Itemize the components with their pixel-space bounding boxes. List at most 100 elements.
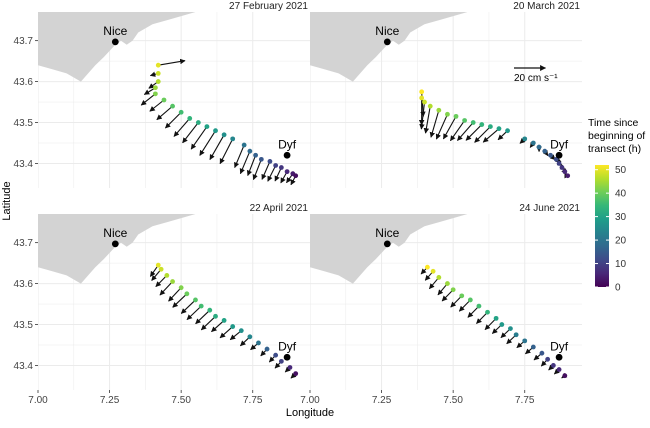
colorbar-tick-label: 0	[615, 283, 621, 294]
transect-point	[256, 340, 261, 346]
panel: Nice Dyf 27 February 2021	[38, 1, 310, 188]
transect-point	[508, 326, 513, 332]
velocity-arrow	[467, 305, 480, 318]
y-tick-label: 43.7	[14, 238, 34, 249]
transect-point	[207, 307, 213, 313]
colorbar-tick-label: 30	[615, 212, 627, 223]
transect-point	[419, 89, 425, 95]
velocity-arrow	[155, 275, 168, 288]
transect-point	[550, 363, 556, 368]
velocity-arrow	[199, 130, 216, 156]
velocity-arrow	[165, 111, 182, 129]
velocity-arrow	[156, 105, 173, 121]
velocity-arrow	[246, 155, 257, 177]
transect-point	[158, 266, 164, 272]
transect-point	[562, 169, 568, 175]
transect-point	[278, 165, 284, 170]
transect-point	[195, 120, 201, 125]
velocity-arrow	[267, 165, 277, 182]
transect-point	[476, 303, 482, 309]
velocity-arrow	[457, 122, 474, 141]
panel-title: 27 February 2021	[229, 1, 308, 12]
x-tick-label: 7.25	[372, 395, 392, 406]
x-tick-label: 7.50	[443, 395, 463, 406]
transect-point	[267, 158, 273, 164]
legend-title-line: beginning of	[588, 130, 645, 142]
transect-point	[152, 91, 158, 97]
velocity-arrow	[140, 93, 156, 106]
velocity-arrow	[419, 101, 426, 130]
transect-point	[155, 262, 161, 268]
x-tick-label: 7.50	[171, 395, 191, 406]
velocity-arrow	[484, 317, 497, 331]
velocity-arrow	[423, 106, 431, 134]
transect-point	[562, 373, 568, 379]
city-label: Dyf	[278, 137, 297, 151]
transect-point	[187, 116, 193, 121]
velocity-arrow	[200, 315, 216, 331]
land-mass	[38, 12, 310, 82]
transect-point	[419, 95, 425, 101]
velocity-arrow	[182, 122, 199, 144]
velocity-arrow	[219, 138, 234, 165]
transect-point	[264, 346, 270, 352]
panel-title: 22 April 2021	[250, 203, 309, 214]
transect-point	[530, 140, 536, 146]
transect-point	[505, 128, 510, 134]
velocity-arrow	[186, 305, 202, 320]
x-tick-label: 7.00	[28, 395, 48, 406]
land-mass	[310, 214, 582, 284]
transect-point	[422, 99, 427, 105]
transect-point	[155, 70, 161, 76]
velocity-arrow	[476, 311, 488, 324]
transect-point	[548, 152, 553, 158]
transect-point	[284, 169, 290, 175]
y-tick-label: 43.4	[14, 361, 34, 372]
velocity-arrow	[465, 124, 483, 141]
transect-point	[470, 120, 476, 125]
panel: Nice Dyf 22 April 2021	[38, 203, 310, 390]
transect-point	[238, 328, 244, 334]
velocity-arrow	[211, 320, 225, 333]
transect-point	[230, 136, 236, 142]
transect-point	[278, 358, 284, 364]
velocity-arrow	[449, 120, 466, 142]
velocity-arrow	[239, 150, 251, 175]
transect-point	[499, 322, 505, 327]
velocity-arrow	[168, 287, 182, 302]
transect-point	[559, 165, 565, 170]
land-mass	[38, 214, 310, 284]
transect-point	[430, 268, 436, 274]
transect-point	[184, 291, 190, 297]
transect-point	[230, 324, 236, 329]
x-tick-label: 7.75	[243, 395, 263, 406]
velocity-arrow	[159, 281, 173, 296]
velocity-arrow	[441, 289, 454, 302]
velocity-arrow	[482, 128, 500, 143]
transect-point	[221, 318, 227, 323]
city-label: Dyf	[550, 339, 569, 353]
velocity-arrow	[219, 326, 234, 339]
transect-point	[487, 124, 493, 130]
city-label: Nice	[103, 24, 127, 38]
velocity-arrow	[435, 114, 448, 140]
transect-point	[161, 97, 167, 103]
velocity-arrow	[458, 299, 471, 312]
transect-point	[155, 79, 161, 84]
colorbar-tick-label: 20	[615, 236, 627, 247]
transect-point	[427, 103, 433, 109]
y-tick-label: 43.6	[14, 77, 34, 88]
transect-point	[513, 332, 519, 338]
transect-point	[522, 136, 528, 142]
city-marker	[555, 353, 563, 361]
velocity-arrow	[274, 167, 282, 182]
transect-point	[556, 367, 562, 372]
velocity-arrow	[474, 126, 491, 143]
y-tick-label: 43.4	[14, 159, 34, 170]
transect-point	[273, 163, 279, 168]
velocity-arrow	[151, 268, 162, 281]
transect-point	[293, 371, 299, 377]
velocity-arrow	[190, 126, 208, 150]
transect-point	[170, 279, 175, 284]
